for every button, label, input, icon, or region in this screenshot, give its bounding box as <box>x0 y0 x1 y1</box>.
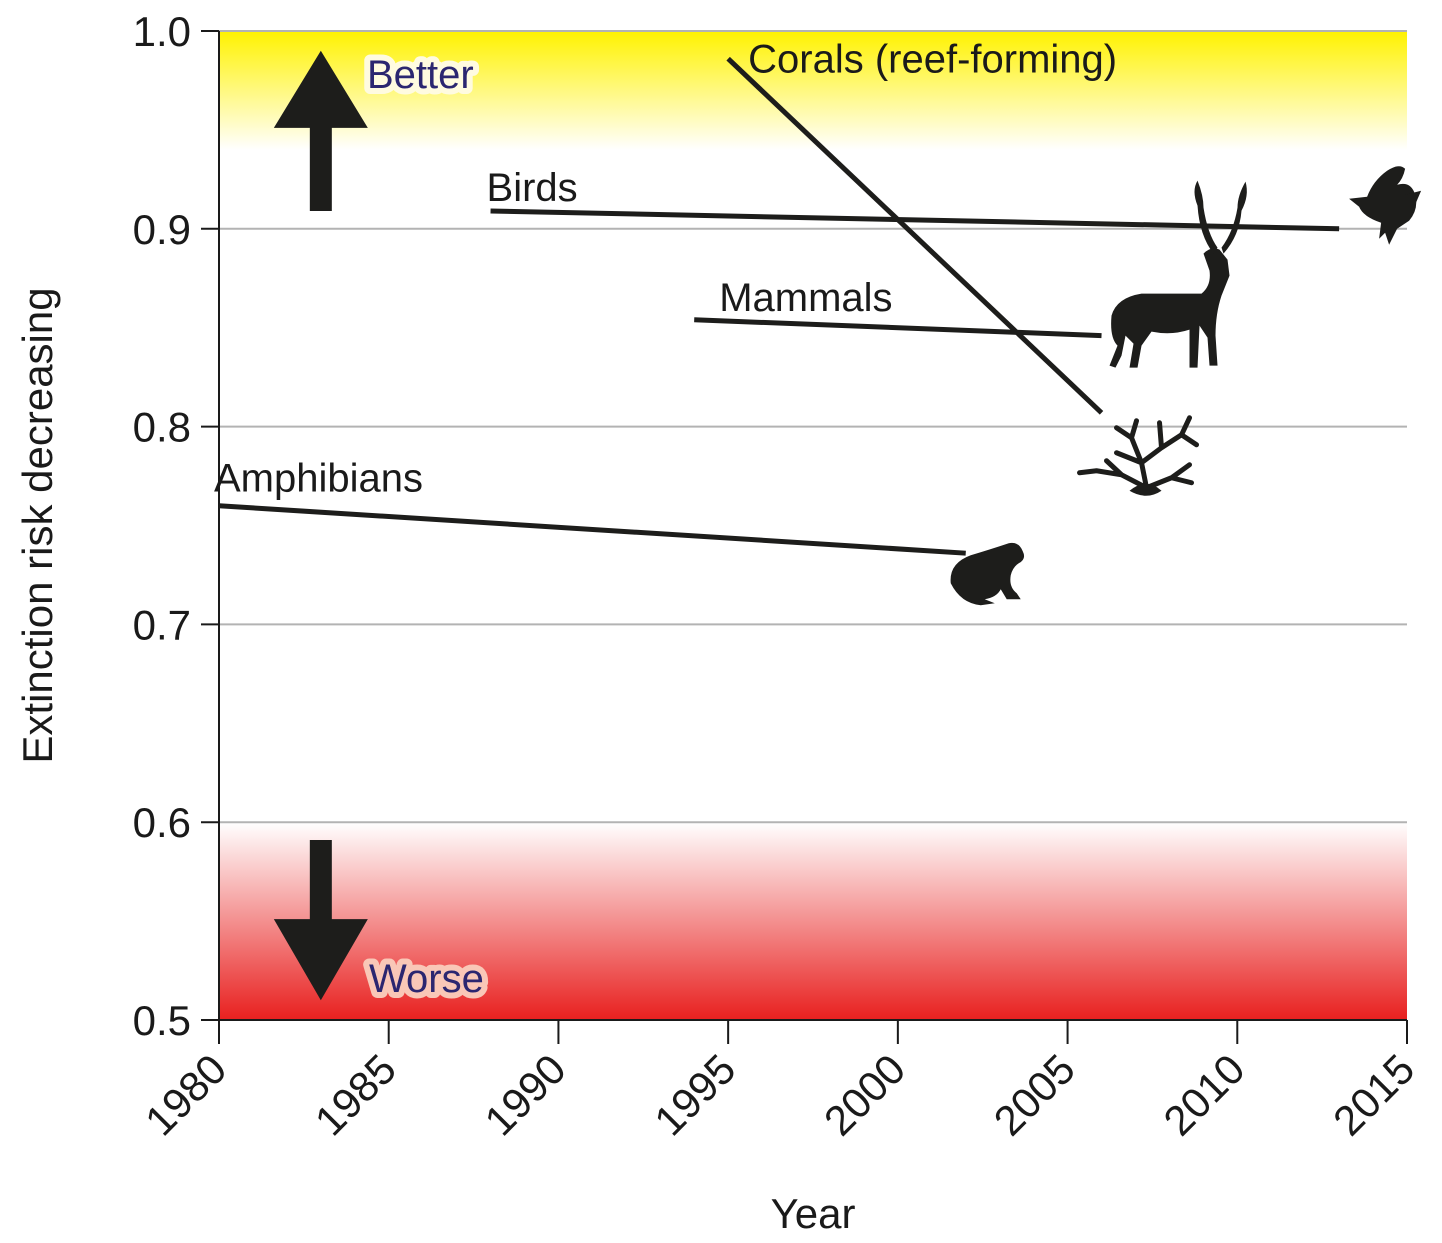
y-tick-label: 0.9 <box>133 206 191 253</box>
x-tick-label: 2005 <box>985 1045 1084 1144</box>
bird-icon <box>1349 166 1422 245</box>
series-line-3 <box>218 503 966 556</box>
better-label: Better <box>367 53 474 97</box>
better-arrow-icon <box>273 50 368 211</box>
x-tick-label: 2010 <box>1154 1045 1253 1144</box>
series-line-1 <box>490 208 1340 232</box>
y-tick-label: 0.7 <box>133 601 191 648</box>
y-tick-label: 1.0 <box>133 8 191 55</box>
y-axis-title: Extinction risk decreasing <box>14 287 61 763</box>
bird-icon-part <box>1405 190 1422 205</box>
y-tick-label: 0.5 <box>133 997 191 1044</box>
deer-icon-part <box>1221 181 1247 254</box>
x-tick-label: 1980 <box>136 1045 235 1144</box>
series-label-3: Amphibians <box>214 457 423 501</box>
deer-icon-part <box>1109 248 1230 368</box>
coral-icon <box>1077 415 1200 491</box>
series-label-1: Birds <box>487 166 578 210</box>
coral-base-part <box>1129 483 1162 496</box>
frog-icon <box>950 542 1025 606</box>
better-label-halo: Better <box>367 53 474 97</box>
better-zone <box>219 31 1407 150</box>
bird-icon-part <box>1349 166 1417 245</box>
deer-icon <box>1109 180 1247 368</box>
x-tick-label: 1990 <box>475 1045 574 1144</box>
series-line-2 <box>694 317 1102 339</box>
y-tick-label: 0.6 <box>133 799 191 846</box>
deer-icon-part <box>1194 180 1218 254</box>
y-tick-label: 0.8 <box>133 404 191 451</box>
worse-zone <box>219 822 1407 1020</box>
series-label-0: Corals (reef-forming) <box>748 38 1117 82</box>
x-axis-title: Year <box>771 1190 856 1237</box>
x-tick-label: 2000 <box>815 1045 914 1144</box>
x-tick-label: 2015 <box>1324 1045 1423 1144</box>
worse-label-halo: Worse <box>369 957 484 1001</box>
frog-icon-part <box>950 542 1025 606</box>
worse-arrow-icon <box>273 840 368 1001</box>
coral-icon-part <box>1077 415 1200 491</box>
series-label-2: Mammals <box>719 276 892 320</box>
worse-label: Worse <box>369 957 484 1001</box>
coral-base <box>1129 483 1162 496</box>
x-tick-label: 1995 <box>645 1045 744 1144</box>
series-line-0 <box>726 56 1104 415</box>
x-tick-label: 1985 <box>306 1045 405 1144</box>
